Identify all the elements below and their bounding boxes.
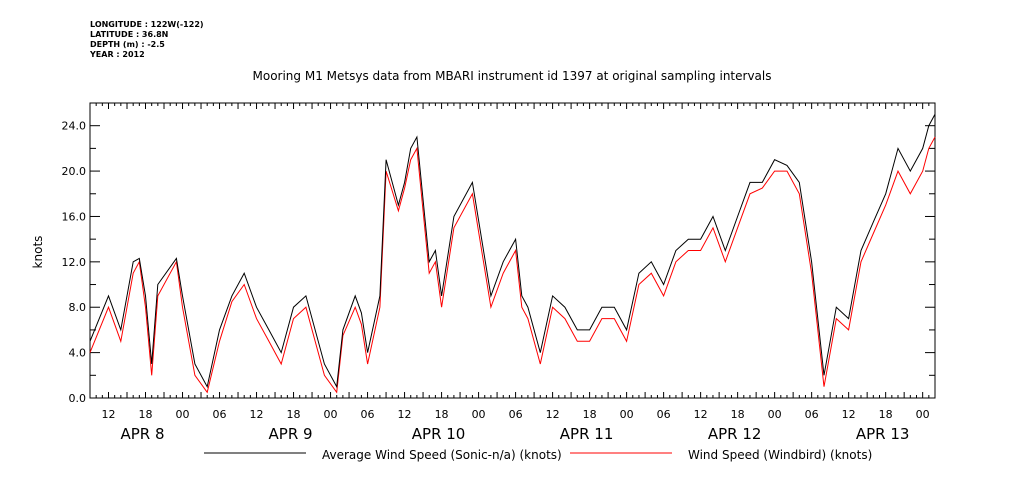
metadata-block: LONGITUDE : 122W(-122) LATITUDE : 36.8N …	[90, 20, 204, 60]
x-day-label: APR 12	[708, 425, 762, 443]
y-tick-label: 12.0	[62, 256, 87, 269]
series-line-windbird	[89, 136, 936, 394]
x-hour-label: 18	[435, 408, 449, 421]
plot-frame	[89, 102, 936, 399]
year-label: YEAR : 2012	[90, 50, 145, 59]
x-hour-label: 00	[620, 408, 634, 421]
x-day-label: APR 13	[856, 425, 910, 443]
legend-label: Average Wind Speed (Sonic-n/a) (knots)	[322, 448, 562, 462]
x-day-label: APR 11	[560, 425, 614, 443]
series-line-sonic	[89, 114, 936, 389]
plot-axes	[89, 102, 936, 399]
x-hour-label: 00	[472, 408, 486, 421]
y-tick-label: 16.0	[62, 210, 87, 223]
y-axis-label: knots	[31, 236, 45, 269]
x-hour-label: 12	[842, 408, 856, 421]
x-hour-label: 00	[916, 408, 930, 421]
x-hour-label: 12	[250, 408, 264, 421]
x-hour-label: 06	[657, 408, 671, 421]
x-hour-label: 06	[213, 408, 227, 421]
y-tick-label: 20.0	[62, 165, 87, 178]
x-hour-label: 18	[583, 408, 597, 421]
y-tick-label: 8.0	[69, 301, 87, 314]
y-tick-label: 0.0	[69, 392, 87, 405]
y-tick-label: 4.0	[69, 347, 87, 360]
x-hour-label: 06	[361, 408, 375, 421]
legend-label: Wind Speed (Windbird) (knots)	[688, 448, 872, 462]
depth-label: DEPTH (m) : -2.5	[90, 40, 165, 49]
chart-title: Mooring M1 Metsys data from MBARI instru…	[253, 69, 772, 83]
y-axis-labels: 0.0 4.0 8.0 12.0 16.0 20.0 24.0	[62, 120, 87, 405]
x-hour-label: 12	[546, 408, 560, 421]
y-tick-label: 24.0	[62, 120, 87, 133]
x-day-label: APR 8	[120, 425, 164, 443]
x-hour-label: 12	[398, 408, 412, 421]
x-hour-label: 12	[102, 408, 116, 421]
latitude-label: LATITUDE : 36.8N	[90, 30, 169, 39]
x-hour-label: 12	[694, 408, 708, 421]
x-hour-label: 00	[176, 408, 190, 421]
x-hour-label: 06	[805, 408, 819, 421]
x-hour-label: 18	[731, 408, 745, 421]
x-hour-label: 06	[509, 408, 523, 421]
series-layer	[89, 114, 936, 394]
x-hour-label: 00	[768, 408, 782, 421]
legend: Average Wind Speed (Sonic-n/a) (knots) Wi…	[204, 448, 872, 462]
x-axis-labels: 12 18 00 06 12 18 00 06 12 18 00 06 12 18 00 06 12 18 00 06…	[102, 408, 930, 443]
x-hour-label: 18	[139, 408, 153, 421]
x-day-label: APR 9	[269, 425, 313, 443]
x-hour-label: 18	[879, 408, 893, 421]
x-hour-label: 18	[287, 408, 301, 421]
x-day-label: APR 10	[412, 425, 466, 443]
x-hour-label: 00	[324, 408, 338, 421]
longitude-label: LONGITUDE : 122W(-122)	[90, 20, 204, 29]
